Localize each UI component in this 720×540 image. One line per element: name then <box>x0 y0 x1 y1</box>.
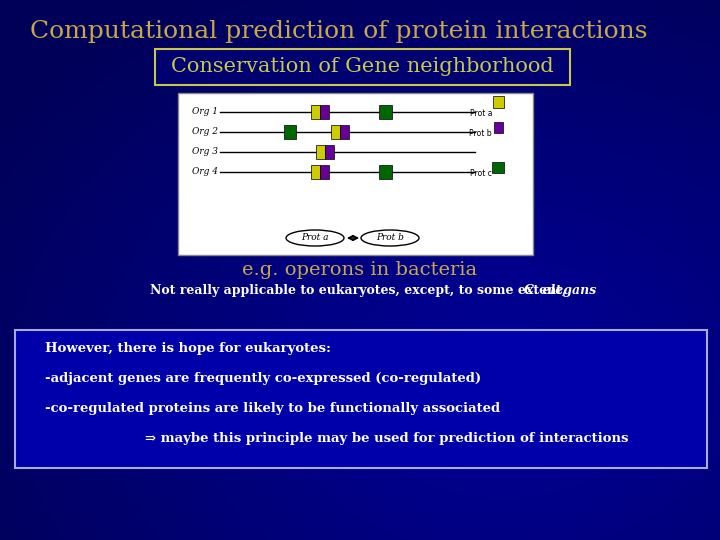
Text: Prot a: Prot a <box>301 233 329 242</box>
Ellipse shape <box>361 230 419 246</box>
Text: However, there is hope for eukaryotes:: However, there is hope for eukaryotes: <box>45 342 331 355</box>
Bar <box>492 96 503 108</box>
Bar <box>492 161 504 172</box>
Bar <box>284 125 296 139</box>
Text: Prot a: Prot a <box>469 110 492 118</box>
Text: Org 2: Org 2 <box>192 127 218 137</box>
Bar <box>178 93 533 255</box>
Bar <box>320 105 328 119</box>
Bar <box>310 105 320 119</box>
Text: Org 4: Org 4 <box>192 167 218 177</box>
Text: Prot c: Prot c <box>470 170 492 179</box>
Text: C. elegans: C. elegans <box>523 284 596 297</box>
Bar <box>330 125 340 139</box>
Bar <box>155 49 570 85</box>
Text: Not really applicable to eukaryotes, except, to some extent,: Not really applicable to eukaryotes, exc… <box>150 284 570 297</box>
Text: -co-regulated proteins are likely to be functionally associated: -co-regulated proteins are likely to be … <box>45 402 500 415</box>
Bar <box>379 165 392 179</box>
Text: -adjacent genes are frequently co-expressed (co-regulated): -adjacent genes are frequently co-expres… <box>45 372 481 385</box>
Bar <box>493 122 503 132</box>
Text: Computational prediction of protein interactions: Computational prediction of protein inte… <box>30 20 647 43</box>
Bar <box>310 165 320 179</box>
Text: Prot b: Prot b <box>469 130 492 138</box>
Bar <box>340 125 348 139</box>
Bar <box>379 105 392 119</box>
Text: Org 3: Org 3 <box>192 147 218 157</box>
Ellipse shape <box>286 230 344 246</box>
Text: Org 1: Org 1 <box>192 107 218 117</box>
Bar <box>325 145 333 159</box>
Text: Prot b: Prot b <box>376 233 404 242</box>
Bar <box>315 145 325 159</box>
Bar <box>15 330 707 468</box>
Bar <box>320 165 328 179</box>
Text: e.g. operons in bacteria: e.g. operons in bacteria <box>243 261 477 279</box>
Text: Conservation of Gene neighborhood: Conservation of Gene neighborhood <box>171 57 554 77</box>
Text: ⇒ maybe this principle may be used for prediction of interactions: ⇒ maybe this principle may be used for p… <box>145 432 629 445</box>
